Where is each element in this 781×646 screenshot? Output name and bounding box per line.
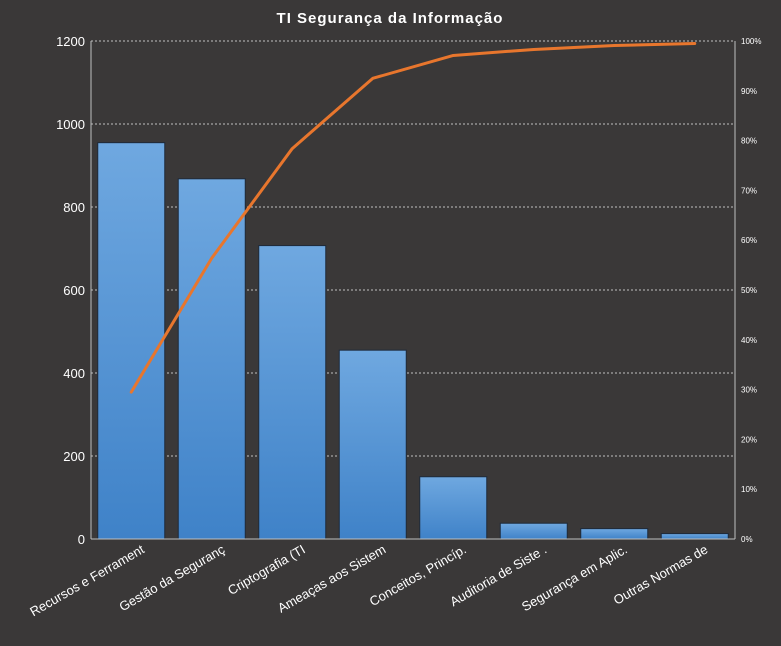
bar — [97, 142, 166, 540]
y2-tick-label: 90% — [741, 87, 757, 96]
bar — [499, 522, 568, 540]
y-tick-label: 800 — [63, 200, 85, 215]
right-axis-ticks: 0% 10% 20% 30% 40% 50% 60% 70% 80% 90% 100% — [741, 37, 761, 544]
y2-tick-label: 20% — [741, 435, 757, 444]
y2-tick-label: 50% — [741, 286, 757, 295]
bar — [258, 245, 327, 540]
y2-tick-label: 0% — [741, 535, 753, 544]
y-tick-label: 1000 — [56, 117, 85, 132]
y-tick-label: 0 — [78, 532, 85, 547]
y2-tick-label: 30% — [741, 386, 757, 395]
y-tick-label: 600 — [63, 283, 85, 298]
bar — [338, 349, 407, 540]
bar — [580, 528, 649, 540]
gridlines — [91, 40, 735, 457]
bar — [419, 476, 488, 540]
bars — [97, 142, 729, 540]
y2-tick-label: 60% — [741, 236, 757, 245]
y-tick-label: 200 — [63, 449, 85, 464]
y-tick-label: 400 — [63, 366, 85, 381]
y2-tick-label: 70% — [741, 186, 757, 195]
left-axis-ticks: 0 200 400 600 800 1000 1200 — [56, 34, 85, 547]
y2-tick-label: 40% — [741, 336, 757, 345]
chart-title: TI Segurança da Informação — [277, 10, 504, 27]
bar — [660, 533, 729, 540]
y-tick-label: 1200 — [56, 34, 85, 49]
y2-tick-label: 100% — [741, 37, 761, 46]
y2-tick-label: 10% — [741, 485, 757, 494]
cumulative-percentage-line — [129, 41, 697, 394]
bar — [177, 178, 246, 540]
axes — [90, 41, 736, 540]
cumulative-line — [129, 41, 697, 394]
category-label: Criptografia (TI — [225, 542, 308, 598]
y2-tick-label: 80% — [741, 137, 757, 146]
